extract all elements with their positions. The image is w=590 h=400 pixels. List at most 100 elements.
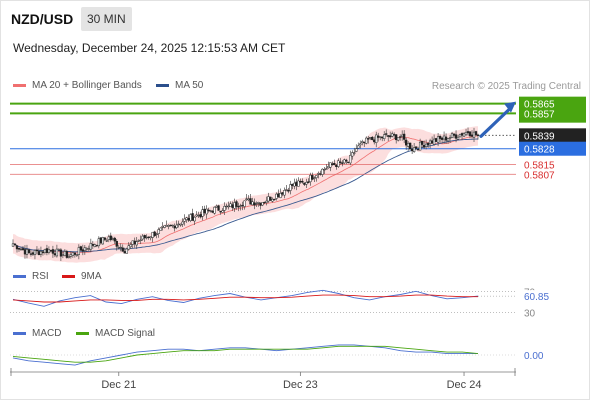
candle-down (147, 236, 150, 238)
candle-down (173, 225, 176, 229)
candle-down (345, 159, 348, 162)
candle-down (153, 231, 156, 237)
candle-down (273, 198, 276, 201)
candle-down (237, 206, 240, 208)
candle-up (297, 180, 300, 187)
candle-down (23, 249, 27, 255)
candle-down (103, 237, 106, 240)
candle-down (235, 201, 238, 207)
candle-down (143, 235, 146, 239)
candle-up (171, 224, 174, 227)
candle-up (111, 238, 114, 240)
last-price-tag (519, 128, 586, 143)
candle-up (357, 145, 360, 149)
candle-up (43, 249, 47, 253)
candle-down (29, 253, 33, 255)
candle-down (311, 175, 314, 180)
candle-up (251, 201, 254, 206)
candle-up (131, 240, 134, 245)
candle-up (472, 131, 476, 138)
candle-up (47, 249, 51, 253)
candle-up (85, 248, 88, 250)
candle-down (259, 202, 262, 206)
candle-up (141, 235, 144, 240)
rsi-line (12, 289, 479, 307)
candle-down (335, 165, 338, 167)
candle-up (353, 152, 356, 154)
candle-up (71, 252, 75, 256)
candle-up (462, 133, 466, 137)
candle-up (215, 205, 218, 208)
timeframe-button[interactable]: 30 MIN (81, 7, 132, 31)
candle-down (341, 162, 344, 164)
rsi-9ma-line (12, 294, 478, 303)
x-tick-label: Dec 24 (447, 379, 482, 391)
candle-up (61, 254, 65, 256)
candle-up (229, 203, 232, 207)
candle-down (474, 131, 478, 136)
candle-down (452, 133, 456, 136)
candle-down (123, 251, 126, 254)
candle-up (151, 231, 154, 238)
candle-up (223, 206, 226, 211)
candle-up (25, 249, 29, 255)
candle-down (15, 245, 19, 250)
candle-up (167, 225, 170, 227)
candle-down (416, 149, 420, 151)
candle-down (277, 193, 280, 198)
candle-down (45, 248, 49, 253)
candle-down (470, 134, 474, 137)
candle-down (99, 237, 102, 244)
candle-down (41, 251, 45, 254)
candle-down (438, 136, 442, 139)
candle-down (299, 181, 302, 183)
candle-up (317, 173, 320, 175)
candle-up (159, 227, 162, 231)
ma20-line (12, 135, 479, 254)
candle-down (333, 163, 336, 166)
candle-up (97, 238, 100, 247)
candle-up (436, 136, 440, 143)
candle-down (347, 161, 350, 164)
candle-up (137, 240, 140, 242)
legend-macd-label: MACD (32, 328, 62, 339)
candle-up (67, 256, 71, 258)
candle-down (301, 180, 304, 183)
candle-up (107, 236, 110, 240)
candle-down (211, 210, 214, 213)
candle-up (157, 229, 160, 234)
candle-up (155, 233, 158, 236)
pivot-tag (519, 141, 586, 156)
candle-down (403, 133, 406, 140)
candle-up (325, 168, 328, 170)
candle-up (145, 236, 148, 239)
candle-down (187, 218, 190, 221)
candle-up (11, 243, 15, 247)
candle-up (309, 174, 312, 183)
candle-up (261, 202, 264, 206)
candle-down (426, 142, 430, 146)
candle-up (337, 160, 340, 167)
candle-up (201, 209, 204, 217)
candle-up (179, 223, 182, 226)
resistance-tag (519, 96, 586, 123)
candle-down (363, 141, 366, 144)
candle-up (412, 147, 416, 152)
candle-up (323, 169, 326, 171)
research-credit: Research © 2025 Trading Central (431, 81, 581, 92)
candle-down (79, 246, 83, 251)
candle-up (105, 240, 108, 242)
candle-down (253, 202, 256, 206)
ma20-swatch (13, 84, 26, 87)
candle-up (375, 134, 378, 143)
candle-up (275, 193, 278, 199)
candle-up (213, 206, 216, 214)
ma50-line (12, 138, 479, 253)
candle-down (169, 224, 172, 227)
candle-down (339, 161, 342, 163)
candle-up (355, 148, 358, 152)
candle-down (420, 140, 424, 145)
candle-down (217, 205, 220, 211)
candle-up (267, 196, 270, 202)
